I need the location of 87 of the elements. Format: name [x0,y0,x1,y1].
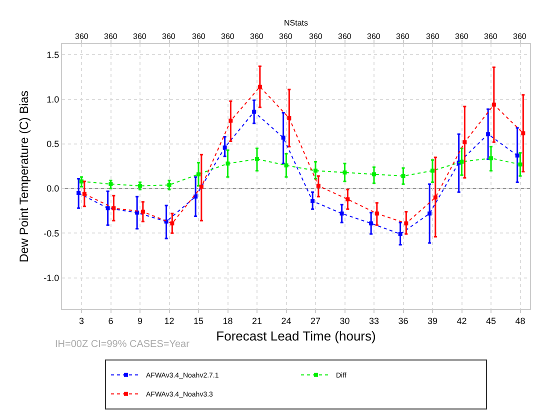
point [462,140,467,144]
point [401,174,406,178]
point [486,132,490,136]
point [404,221,408,226]
point [372,172,376,176]
x-tick-label: 33 [368,316,380,326]
y-tick-label: 0.0 [46,184,60,194]
point [430,168,434,173]
point [369,221,374,226]
x-tick-label: 6 [108,316,114,326]
point [199,184,204,189]
point [398,232,402,236]
point [340,212,344,216]
text: 360 [221,32,235,41]
text: 360 [426,32,440,41]
point [518,162,522,166]
point [194,194,198,199]
point [222,146,227,150]
point [228,118,233,123]
text: 360 [367,32,381,41]
text: 360 [455,32,469,41]
x-tick-label: 30 [340,316,350,326]
point [106,206,110,210]
point [433,195,438,200]
text: 360 [309,32,323,41]
point [314,168,318,173]
x-tick-label: 24 [281,316,292,326]
point [258,84,262,89]
point [374,212,379,216]
point [346,197,350,202]
point [310,199,315,204]
point [521,131,526,136]
x-tick-label: 3 [78,316,84,326]
point [460,160,464,164]
point [492,102,496,107]
text: 360 [396,32,410,41]
point [287,116,292,120]
point [170,221,174,226]
point [196,172,200,176]
text: 360 [75,32,89,41]
point [489,156,493,160]
x-tick-label: 15 [193,316,204,326]
text: 360 [192,32,206,41]
point [255,157,259,162]
point [80,179,84,184]
y-axis-title: Dew Point Temperature (C) Bias [17,90,31,262]
x-tick-label: 12 [164,316,174,326]
text: 360 [513,32,527,41]
text: 360 [250,32,264,41]
point [284,163,288,168]
point [316,184,320,188]
point [138,184,142,188]
y-tick-label: -0.5 [44,228,60,238]
y-tick-label: 1.5 [46,50,60,60]
text: 360 [338,32,352,41]
x-tick-label: 27 [310,316,321,326]
x-tick-label: 48 [515,316,526,326]
point [112,206,116,210]
point [342,170,347,174]
x2-axis-title: NStats [284,18,308,28]
x-tick-label: 18 [222,316,233,326]
y-tick-label: -1.0 [44,272,60,283]
y-tick-label: 1.0 [46,94,60,104]
point [167,182,172,187]
point [515,154,520,158]
x-tick-label: 45 [486,316,496,326]
point [82,192,86,196]
text: 360 [133,32,147,41]
point [252,110,256,114]
point [281,136,286,140]
x-tick-label: 39 [427,316,438,326]
text: 360 [162,32,176,41]
x-tick-label: 36 [398,316,408,326]
y-tick-label: 0.5 [46,139,60,150]
text: 360 [104,32,118,41]
point [226,162,230,166]
point [428,212,432,216]
text: IH=00Z CI=99% CASES=Year [55,339,190,350]
point [76,191,81,196]
x-tick-label: 9 [137,316,143,326]
point [140,210,145,214]
x-axis-title: Forecast Lead Time (hours) [216,328,376,344]
text: 360 [279,32,293,41]
text: 360 [484,32,498,41]
point [108,182,113,186]
x-tick-label: 21 [252,316,262,326]
x-tick-label: 42 [456,316,467,326]
